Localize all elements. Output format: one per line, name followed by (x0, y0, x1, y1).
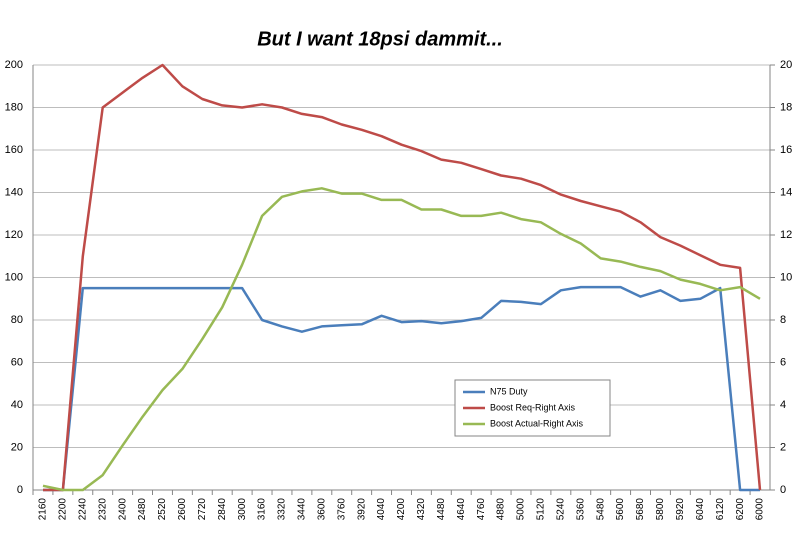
legend-label: Boost Req-Right Axis (490, 402, 576, 412)
x-tick-label: 2240 (77, 498, 88, 521)
series-line (43, 285, 760, 492)
y-tick-label: 120 (5, 229, 23, 241)
y2-tick-label: 16 (780, 144, 792, 156)
y2-tick-label: 10 (780, 271, 792, 283)
legend: N75 Duty Boost Req-Right Axis Boost Actual… (454, 379, 611, 437)
legend-label: N75 Duty (490, 386, 528, 396)
x-tick-label: 4320 (416, 498, 427, 521)
x-tick-label: 6200 (735, 498, 746, 521)
x-tick-label: 2320 (97, 498, 108, 521)
x-tick-label: 3320 (277, 498, 288, 521)
x-tick-label: 3440 (297, 498, 308, 521)
y-tick-label: 180 (5, 101, 23, 113)
y-tick-label: 100 (5, 271, 23, 283)
x-tick-label: 2520 (157, 498, 168, 521)
y-tick-label: 160 (5, 144, 23, 156)
x-tick-label: 5000 (516, 498, 527, 521)
y2-tick-label: 8 (780, 314, 786, 326)
y-tick-label: 0 (17, 484, 23, 496)
y2-tick-label: 12 (780, 229, 792, 241)
series-line (42, 187, 761, 492)
x-tick-label: 2400 (117, 498, 128, 521)
x-tick-label: 6000 (755, 498, 766, 521)
x-tick-label: 2480 (137, 498, 148, 521)
y-tick-label: 40 (11, 399, 23, 411)
x-tick-label: 4760 (476, 498, 487, 521)
legend-label: Boost Actual-Right Axis (490, 418, 584, 428)
y2-tick-label: 20 (780, 59, 792, 71)
y2-tick-label: 4 (780, 399, 786, 411)
x-tick-label: 3920 (356, 498, 367, 521)
x-tick-label: 2600 (177, 498, 188, 521)
x-tick-label: 2160 (38, 498, 49, 521)
x-tick-label: 2200 (58, 498, 69, 521)
x-tick-label: 4880 (496, 498, 507, 521)
y2-tick-label: 18 (780, 101, 792, 113)
y-tick-label: 20 (11, 441, 23, 453)
y2-tick-label: 0 (780, 484, 786, 496)
x-tick-label: 4040 (376, 498, 387, 521)
y2-tick-label: 6 (780, 356, 786, 368)
x-tick-label: 6040 (695, 498, 706, 521)
series-line (43, 63, 762, 492)
x-tick-label: 4480 (436, 498, 447, 521)
x-tick-label: 5800 (655, 498, 666, 521)
x-tick-label: 5920 (675, 498, 686, 521)
x-tick-label: 4640 (456, 498, 467, 521)
chart-title: But I want 18psi dammit... (257, 28, 503, 50)
y-tick-label: 200 (5, 59, 23, 71)
x-tick-label: 3000 (237, 498, 248, 521)
x-tick-label: 2720 (197, 498, 208, 521)
y2-tick-label: 2 (780, 441, 786, 453)
x-tick-label: 3760 (336, 498, 347, 521)
x-tick-label: 5360 (575, 498, 586, 521)
x-tick-label: 3600 (316, 498, 327, 521)
x-tick-label: 3160 (257, 498, 268, 521)
x-tick-label: 2840 (217, 498, 228, 521)
x-tick-label: 5480 (595, 498, 606, 521)
y-tick-label: 140 (5, 186, 23, 198)
x-tick-label: 5120 (536, 498, 547, 521)
x-tick-label: 4200 (396, 498, 407, 521)
x-tick-label: 6120 (715, 498, 726, 521)
y2-tick-label: 14 (780, 186, 792, 198)
x-tick-label: 5600 (615, 498, 626, 521)
y-tick-label: 60 (11, 356, 23, 368)
x-tick-label: 5240 (555, 498, 566, 521)
y-tick-label: 80 (11, 314, 23, 326)
x-tick-label: 5680 (635, 498, 646, 521)
